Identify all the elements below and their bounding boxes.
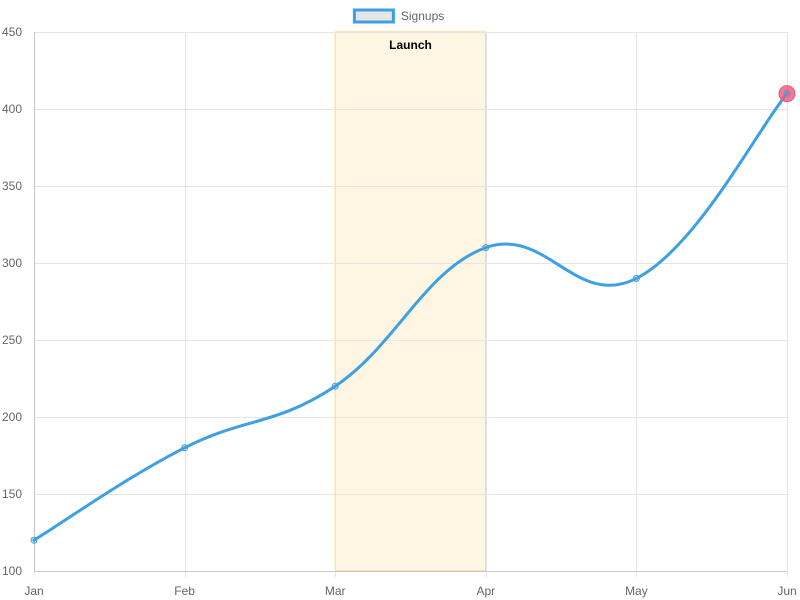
label-layer: 100 150 200 250 300 350 400 450 Jan Feb Mar Apr May J… xyxy=(2,25,797,598)
x-tick-label: Apr xyxy=(476,584,495,598)
grid-layer xyxy=(34,32,788,577)
y-tick-label: 100 xyxy=(2,564,22,578)
y-tick-label: 200 xyxy=(2,410,22,424)
data-point xyxy=(632,274,640,282)
annotation-point xyxy=(778,85,796,103)
data-point xyxy=(482,244,490,252)
legend-item[interactable]: Signups xyxy=(352,8,444,24)
y-tick-label: 450 xyxy=(2,25,22,39)
x-tick-label: Jan xyxy=(24,584,43,598)
y-tick-label: 350 xyxy=(2,179,22,193)
series-line xyxy=(32,92,789,542)
legend-swatch xyxy=(352,8,395,24)
y-tick-label: 150 xyxy=(2,487,22,501)
legend[interactable]: Signups xyxy=(352,8,444,24)
y-tick-label: 250 xyxy=(2,333,22,347)
series-layer xyxy=(30,85,796,544)
annotation-label: Launch xyxy=(389,38,432,52)
data-point xyxy=(181,444,189,452)
y-tick-label: 300 xyxy=(2,256,22,270)
annotation-layer xyxy=(334,31,487,572)
y-tick-label: 400 xyxy=(2,102,22,116)
data-point xyxy=(783,90,791,98)
data-point xyxy=(331,382,339,390)
data-point xyxy=(30,536,38,544)
annotation-box xyxy=(334,31,487,572)
x-tick-label: Feb xyxy=(174,584,195,598)
x-tick-label: Jun xyxy=(777,584,796,598)
x-tick-label: Mar xyxy=(325,584,346,598)
legend-label: Signups xyxy=(401,9,444,23)
x-tick-label: May xyxy=(625,584,648,598)
